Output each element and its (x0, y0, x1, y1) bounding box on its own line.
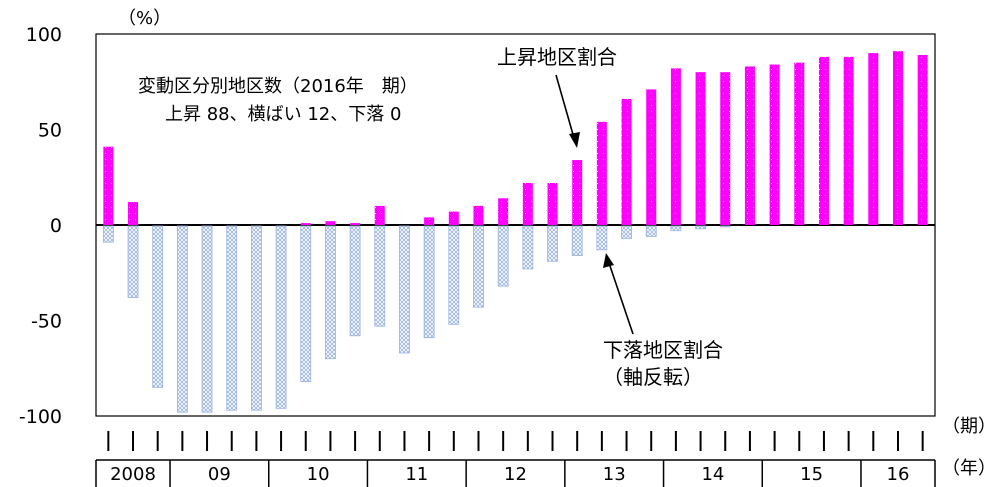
rise-bar (621, 98, 632, 225)
legend-fall-sublabel: （軸反転） (603, 365, 703, 389)
legend-fall-arrow-line (608, 262, 634, 335)
legend-rise-arrow-line (555, 74, 575, 139)
y-tick-label: -100 (19, 406, 62, 428)
fall-bar (201, 225, 213, 413)
fall-bar (473, 225, 484, 308)
rise-bar (325, 221, 336, 225)
rise-bar (374, 205, 385, 225)
y-unit-label: （%） (118, 8, 171, 29)
annotation-line-2: 上昇 88、横ばい 12、下落 0 (165, 104, 401, 125)
rise-bar (695, 72, 706, 225)
year-label: 12 (504, 464, 527, 485)
rise-bar (843, 56, 854, 225)
y-tick-label: 50 (38, 120, 62, 142)
fall-bar (621, 225, 632, 239)
annotation-line-1: 変動区分別地区数（2016年 期） (138, 76, 418, 97)
fall-bar (695, 225, 706, 230)
rise-bar (794, 62, 805, 226)
rise-bar (596, 121, 607, 225)
fall-bar (522, 225, 534, 270)
rise-bar (868, 53, 879, 225)
fall-bar (645, 225, 657, 237)
year-label: 09 (208, 464, 231, 485)
fall-bar (349, 225, 361, 337)
legend-fall-arrowhead (603, 253, 614, 268)
fall-bar (102, 225, 114, 243)
rise-bar (646, 89, 657, 225)
fall-bar (547, 225, 558, 262)
year-label: 15 (800, 464, 823, 485)
rise-bar (473, 205, 484, 225)
legend-rise-label: 上昇地区割合 (497, 45, 617, 69)
rise-bar (522, 182, 533, 225)
rise-bar (769, 64, 780, 225)
fall-bar (325, 225, 336, 360)
fall-bar (152, 225, 164, 388)
fall-bar (127, 225, 139, 298)
fall-bar (226, 225, 238, 411)
fall-bar (374, 225, 386, 327)
rise-bar (917, 55, 928, 226)
y-tick-label: -50 (31, 311, 62, 333)
rise-bar (892, 51, 903, 225)
year-label: 2008 (110, 464, 156, 485)
legend-rise-arrowhead (569, 132, 580, 148)
rise-bar (103, 146, 114, 225)
rise-bar (128, 202, 139, 225)
chart-annotation: 変動区分別地区数（2016年 期） 上昇 88、横ばい 12、下落 0 (138, 76, 418, 125)
year-label: 14 (701, 464, 724, 485)
year-label: 13 (603, 464, 626, 485)
fall-bar (275, 225, 287, 409)
legend-fall-label: 下落地区割合 (603, 338, 723, 362)
rise-bar (424, 217, 435, 225)
y-tick-label: 0 (50, 215, 62, 237)
rise-bar (350, 223, 361, 225)
fall-bar (176, 225, 188, 413)
fall-bar (596, 225, 608, 251)
year-label: 16 (887, 464, 910, 485)
rise-bar (498, 198, 509, 225)
rise-bar (744, 66, 755, 225)
year-label: 10 (307, 464, 330, 485)
fall-bar (719, 225, 731, 228)
fall-bar (250, 225, 262, 411)
y-tick-label: 100 (26, 24, 62, 46)
rise-bar (300, 223, 311, 225)
fall-bar (423, 225, 435, 339)
fall-bar (300, 225, 312, 383)
fall-bar (497, 225, 509, 287)
fall-bar (399, 225, 410, 354)
fall-bar (448, 225, 460, 325)
year-label: 11 (405, 464, 428, 485)
fall-bar (670, 225, 682, 232)
rise-bar (818, 56, 829, 225)
rise-bar (572, 160, 583, 225)
x-label-year: （年） (942, 458, 989, 479)
fall-bar (571, 225, 583, 256)
rise-bar (670, 68, 681, 225)
rise-bar (448, 211, 459, 225)
rise-bar (720, 72, 731, 225)
x-label-period: （期） (942, 416, 989, 437)
rise-bar (547, 182, 558, 225)
